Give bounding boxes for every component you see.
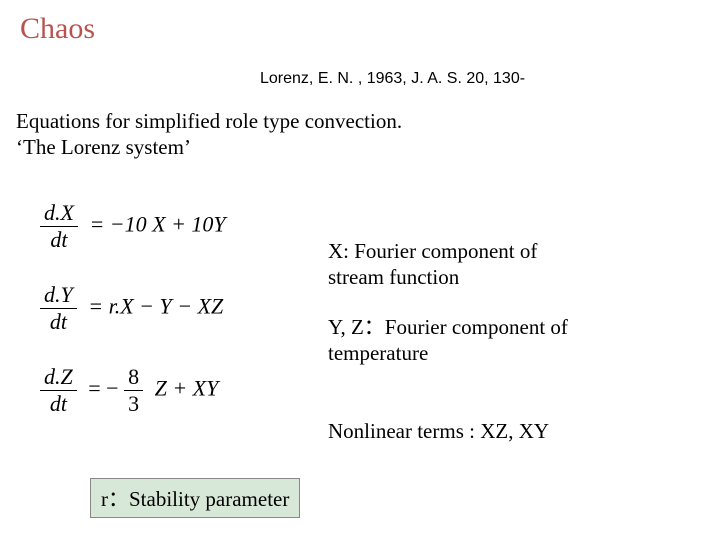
citation-text: Lorenz, E. N. , 1963, J. A. S. 20, 130-: [260, 70, 525, 88]
equation-dz: d.Z dt = − 8 3 Z + XY: [40, 364, 218, 417]
desc-yz-line1: Y, Z：Fourier component of: [328, 315, 568, 339]
title-text: Chaos: [20, 12, 95, 45]
eq2-rhs: = r.X − Y − XZ: [88, 294, 223, 319]
stability-parameter-box: r：Stability parameter: [90, 478, 300, 518]
desc-x-line1: X: Fourier component of: [328, 239, 537, 263]
intro-line-1: Equations for simplified role type conve…: [16, 109, 402, 133]
fraction-dy-dt: d.Y dt: [40, 282, 77, 335]
equation-dy: d.Y dt = r.X − Y − XZ: [40, 282, 223, 335]
intro-paragraph: Equations for simplified role type conve…: [16, 108, 402, 161]
box-label: r：Stability parameter: [101, 487, 289, 511]
equation-dx: d.X dt = −10 X + 10Y: [40, 200, 226, 253]
desc-x-line2: stream function: [328, 265, 459, 289]
desc-yz-line2: temperature: [328, 341, 428, 365]
fraction-dz-dt: d.Z dt: [40, 364, 77, 417]
desc-x: X: Fourier component of stream function: [328, 238, 537, 291]
eq1-rhs: = −10 X + 10Y: [89, 212, 225, 237]
eq3-tail: Z + XY: [155, 376, 219, 401]
intro-line-2: ‘The Lorenz system’: [16, 135, 191, 159]
fraction-8-3: 8 3: [124, 364, 143, 417]
desc-nonlinear: Nonlinear terms : XZ, XY: [328, 418, 549, 444]
fraction-dx-dt: d.X dt: [40, 200, 78, 253]
desc-yz: Y, Z：Fourier component of temperature: [328, 314, 568, 367]
page-title: Chaos: [20, 12, 95, 46]
